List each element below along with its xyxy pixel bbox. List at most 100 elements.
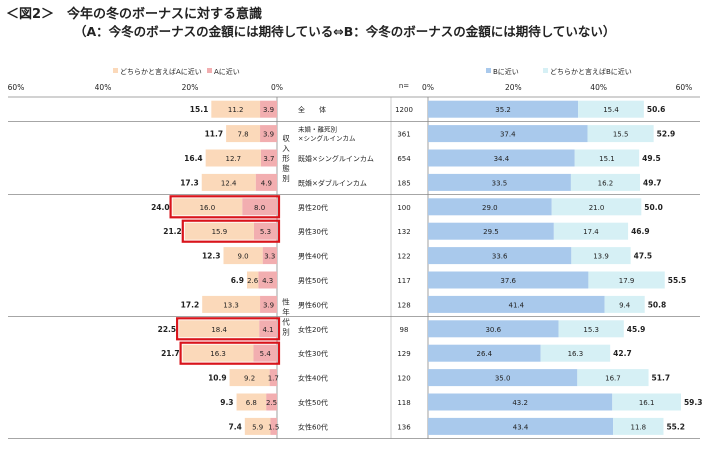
chart-title: ＜図2＞ 今年の冬のボーナスに対する意識 <box>6 7 263 22</box>
legend-label: どちらかと言えばAに近い <box>120 67 202 76</box>
category-label: 女性20代 <box>298 325 328 334</box>
label-a-weak: 9.2 <box>244 375 255 383</box>
label-b-weak: 16.3 <box>568 350 584 358</box>
n-value: 654 <box>397 155 411 163</box>
n-header: n= <box>399 82 409 90</box>
bar-a-strong <box>262 247 277 265</box>
label-b-strong: 37.4 <box>500 131 516 139</box>
label-b-strong: 37.6 <box>500 277 516 285</box>
category-label: 男性60代 <box>298 300 328 309</box>
label-a-weak: 16.0 <box>200 204 216 212</box>
label-a-strong: 3.7 <box>263 155 274 163</box>
label-b-total: 51.7 <box>652 374 671 383</box>
label-a-weak: 15.9 <box>212 228 228 236</box>
category-label: 全 体 <box>298 105 326 114</box>
n-value: 361 <box>397 131 410 139</box>
group-label: 別 <box>282 174 290 183</box>
label-a-strong: 3.9 <box>263 106 274 114</box>
label-a-weak: 5.9 <box>252 423 263 431</box>
bar-a-weak <box>172 198 243 216</box>
category-label: ×シングルインカム <box>298 134 356 143</box>
label-a-weak: 16.3 <box>210 350 226 358</box>
label-b-weak: 15.4 <box>603 106 619 114</box>
category-label: 既婚×ダブルインカム <box>298 178 367 187</box>
label-b-strong: 29.0 <box>482 204 498 212</box>
label-b-strong: 35.0 <box>495 375 511 383</box>
label-b-total: 50.8 <box>648 300 667 309</box>
label-a-total: 12.3 <box>202 252 221 261</box>
label-a-total: 24.0 <box>151 203 170 212</box>
label-b-weak: 11.8 <box>631 423 647 431</box>
label-a-strong: 3.3 <box>264 253 275 261</box>
n-value: 100 <box>397 204 410 212</box>
highlight-box <box>176 317 281 341</box>
label-a-total: 6.9 <box>231 276 244 285</box>
bar-b-weak <box>604 295 645 313</box>
legend-swatch-a-weak <box>113 68 118 73</box>
bar-a-weak <box>246 271 259 289</box>
label-b-strong: 34.4 <box>494 155 510 163</box>
bar-a-strong <box>260 100 277 118</box>
group-label: 態 <box>282 163 290 173</box>
n-value: 132 <box>397 228 410 236</box>
label-b-strong: 29.5 <box>483 228 499 236</box>
label-b-total: 47.5 <box>634 252 653 261</box>
group-label: 入 <box>282 144 290 153</box>
category-label: 未婚・離死別 <box>298 125 337 134</box>
label-a-total: 21.7 <box>161 349 180 358</box>
bar-a-weak <box>211 100 261 118</box>
bar-a-strong <box>266 393 277 411</box>
bar-b-weak <box>571 247 631 265</box>
label-a-total: 15.1 <box>190 105 209 114</box>
n-value: 120 <box>397 375 410 383</box>
bar-a-weak <box>201 173 256 191</box>
label-a-weak: 7.8 <box>237 131 248 139</box>
bar-b-strong <box>428 222 554 240</box>
category-label: 男性50代 <box>298 276 328 285</box>
label-b-total: 52.9 <box>657 130 676 139</box>
bar-a-strong <box>269 369 277 387</box>
label-b-weak: 16.7 <box>605 375 621 383</box>
label-a-weak: 12.7 <box>225 155 241 163</box>
label-a-total: 10.9 <box>208 374 227 383</box>
label-a-weak: 18.4 <box>211 326 227 334</box>
bar-b-weak <box>558 320 624 338</box>
label-a-weak: 13.3 <box>223 301 239 309</box>
left-axis-tick: 0% <box>271 83 283 92</box>
n-value: 129 <box>397 350 410 358</box>
label-b-weak: 17.4 <box>583 228 599 236</box>
bar-a-weak <box>229 369 270 387</box>
n-value: 122 <box>397 253 410 261</box>
bar-b-strong <box>428 247 572 265</box>
legend-label: Bに近い <box>493 67 519 76</box>
bar-a-weak <box>184 222 254 240</box>
label-a-total: 21.2 <box>163 227 182 236</box>
bar-b-strong <box>428 100 579 118</box>
label-b-total: 59.3 <box>684 398 703 407</box>
bar-b-strong <box>428 320 559 338</box>
left-axis-tick: 40% <box>95 83 112 92</box>
bar-b-weak <box>551 198 642 216</box>
bar-b-strong <box>428 173 571 191</box>
bar-a-strong <box>242 198 277 216</box>
label-a-weak: 6.8 <box>246 399 257 407</box>
right-axis-tick: 0% <box>422 83 434 92</box>
bar-b-weak <box>570 173 641 191</box>
label-a-total: 22.5 <box>158 325 177 334</box>
label-a-strong: 4.3 <box>262 277 273 285</box>
bar-a-strong <box>260 149 277 167</box>
label-a-strong: 4.1 <box>263 326 274 334</box>
bar-a-weak <box>226 125 261 143</box>
label-a-total: 9.3 <box>220 398 233 407</box>
bar-a-strong <box>253 222 277 240</box>
highlight-box <box>169 195 281 219</box>
bar-a-strong <box>253 344 277 362</box>
label-b-total: 50.0 <box>644 203 663 212</box>
highlight-box <box>181 219 281 243</box>
label-b-weak: 15.5 <box>613 131 629 139</box>
label-b-weak: 16.1 <box>639 399 655 407</box>
label-a-total: 11.7 <box>205 130 224 139</box>
group-label: 代 <box>282 317 290 327</box>
left-axis-tick: 60% <box>8 83 25 92</box>
label-a-strong: 8.0 <box>254 204 265 212</box>
